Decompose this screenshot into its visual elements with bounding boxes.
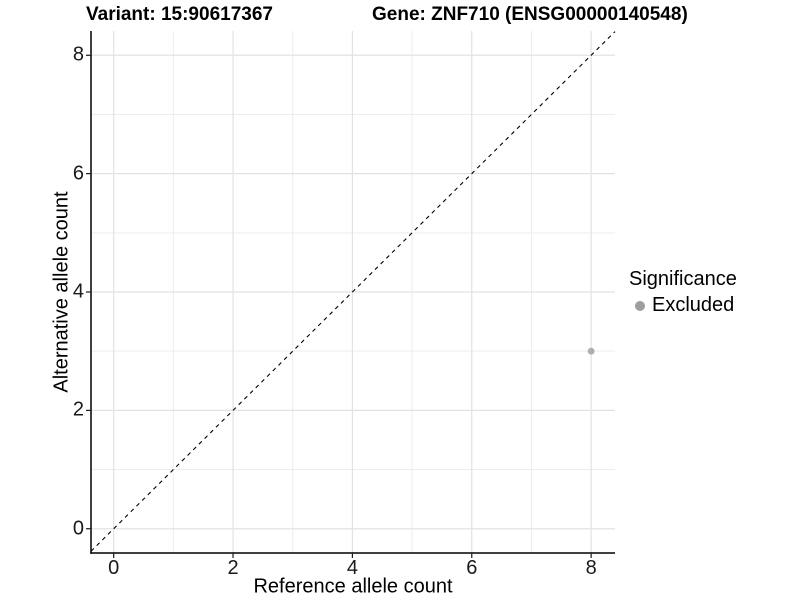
- legend-key: [629, 295, 651, 317]
- x-tick-label: 4: [346, 557, 358, 579]
- identity-dashed-line: [90, 31, 616, 552]
- y-tick-label: 8: [72, 43, 84, 66]
- legend-entry-excluded: Excluded: [629, 294, 737, 317]
- y-tick-label: 0: [72, 517, 84, 540]
- legend-point-icon: [635, 300, 645, 311]
- legend-entry-label: Excluded: [652, 294, 735, 316]
- y-tick-label: 4: [72, 280, 84, 303]
- y-tick-label: 6: [72, 162, 84, 185]
- legend-title: Significance: [629, 268, 737, 290]
- x-tick-label: 0: [108, 557, 120, 579]
- x-tick-label: 8: [585, 557, 597, 579]
- y-axis-title: Alternative allele count: [50, 191, 73, 393]
- y-tick-label: 2: [72, 398, 84, 421]
- legend: Significance Excluded: [629, 268, 737, 317]
- data-point: [587, 347, 595, 355]
- plot-title-gene: Gene: ZNF710 (ENSG00000140548): [372, 4, 688, 25]
- x-tick-label: 2: [227, 557, 239, 579]
- x-tick-label: 6: [466, 557, 478, 579]
- x-axis-title: Reference allele count: [253, 575, 453, 598]
- plot-title-variant: Variant: 15:90617367: [86, 4, 273, 25]
